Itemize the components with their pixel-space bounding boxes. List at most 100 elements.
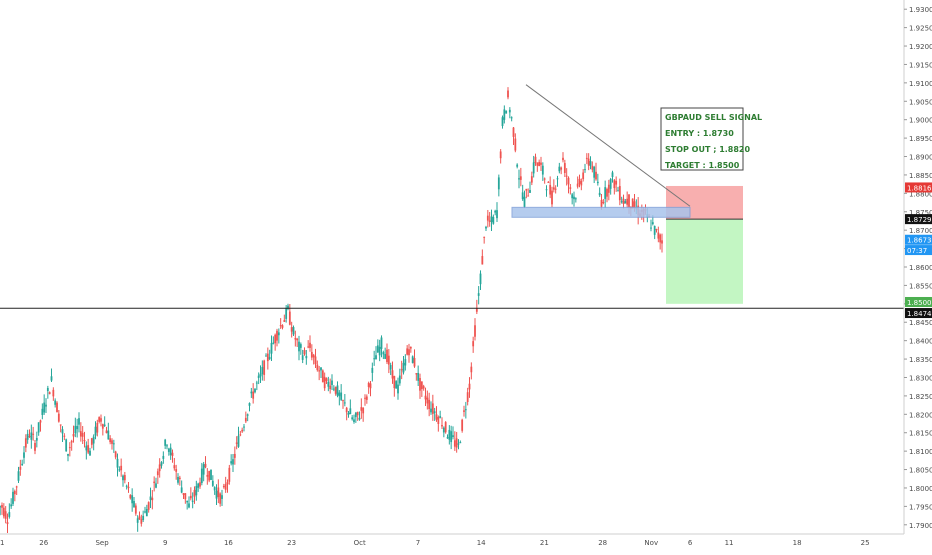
candle-body: [112, 443, 115, 445]
candle-body: [217, 487, 220, 497]
candle-body: [316, 364, 319, 371]
y-tick-label: 1.92500: [909, 25, 932, 33]
candle-body: [587, 158, 590, 166]
candle-body: [74, 425, 77, 434]
candle-body: [6, 522, 9, 525]
y-tick-label: 1.86000: [909, 264, 932, 272]
candle-body: [144, 511, 146, 513]
candle-body: [274, 334, 277, 344]
candle-body: [259, 373, 262, 377]
candle-body: [15, 486, 18, 488]
candle-body: [68, 447, 71, 449]
candle-body: [360, 407, 363, 411]
signal-line: TARGET : 1.8500: [665, 161, 740, 170]
candle-body: [261, 367, 264, 375]
candle-body: [290, 327, 293, 332]
candle-body: [424, 395, 427, 400]
candle-body: [376, 345, 379, 353]
candle-body: [1, 505, 3, 508]
candle-body: [296, 338, 299, 341]
candle-body: [177, 476, 179, 483]
candle-body: [83, 440, 86, 442]
candle-body: [378, 346, 381, 356]
candle-body: [585, 157, 588, 159]
candle-body: [213, 487, 216, 491]
candle-body: [21, 463, 24, 466]
price-badge: [905, 214, 932, 225]
candle-body: [444, 422, 447, 433]
candle-body: [437, 417, 440, 424]
candle-body: [312, 354, 315, 358]
entry-zone-box: [511, 206, 691, 218]
candle-body: [90, 438, 93, 445]
candle-body: [244, 417, 247, 422]
candle-body: [593, 166, 596, 178]
candle-body: [391, 370, 394, 379]
candle-body: [96, 422, 99, 433]
candle-body: [173, 465, 176, 469]
candle-body: [527, 195, 530, 197]
candle-body: [100, 418, 102, 422]
candle-body: [24, 438, 27, 448]
candle-body: [215, 490, 218, 499]
candle-body: [417, 372, 420, 381]
candle-body: [347, 412, 350, 415]
candle-body: [206, 474, 209, 477]
candle-body: [452, 435, 454, 438]
candle-body: [224, 484, 227, 490]
candle-body: [464, 409, 467, 411]
trend-line[interactable]: [525, 84, 691, 207]
candle-body: [413, 358, 416, 367]
candle-body: [402, 362, 405, 373]
candle-body: [184, 493, 187, 500]
candle-body: [514, 138, 517, 151]
candle-body: [351, 417, 354, 420]
candle-body: [446, 437, 449, 439]
candle-body: [609, 179, 612, 189]
candle-body: [331, 380, 333, 385]
candle-body: [430, 408, 432, 413]
y-tick-label: 1.87500: [909, 209, 932, 217]
plot-area[interactable]: [0, 0, 904, 534]
x-tick-label: Sep: [95, 539, 109, 547]
candle-body: [39, 420, 42, 423]
candle-body: [191, 500, 194, 502]
candle-body: [235, 442, 238, 444]
candle-body: [169, 447, 172, 456]
candle-body: [503, 109, 506, 120]
x-tick-label: 18: [793, 539, 802, 547]
candle-body: [492, 216, 495, 224]
candle-body: [294, 338, 297, 340]
price-badge: [905, 182, 932, 193]
candle-body: [457, 443, 460, 445]
candle-body: [4, 511, 7, 519]
y-tick-label: 1.81000: [909, 448, 932, 456]
take-profit-zone: [666, 219, 743, 304]
candle-body: [189, 495, 192, 499]
candle-body: [536, 162, 539, 166]
candle-body: [133, 501, 135, 508]
candle-body: [435, 414, 438, 420]
candle-body: [32, 433, 35, 435]
candle-body: [70, 440, 73, 443]
candle-body: [131, 495, 134, 504]
candle-body: [422, 386, 425, 389]
candle-body: [17, 471, 20, 481]
candle-body: [655, 229, 658, 231]
candle-body: [395, 381, 398, 389]
candle-body: [538, 161, 541, 167]
candle-body: [523, 196, 526, 207]
candle-body: [34, 442, 36, 451]
candle-body: [105, 430, 108, 434]
candle-body: [281, 325, 284, 328]
candle-body: [268, 357, 271, 359]
candle-body: [584, 169, 586, 171]
candle-body: [252, 391, 255, 399]
candle-body: [554, 188, 557, 190]
candle-body: [122, 475, 124, 481]
candle-body: [37, 422, 40, 433]
candle-body: [497, 177, 500, 190]
candle-body: [307, 346, 310, 348]
